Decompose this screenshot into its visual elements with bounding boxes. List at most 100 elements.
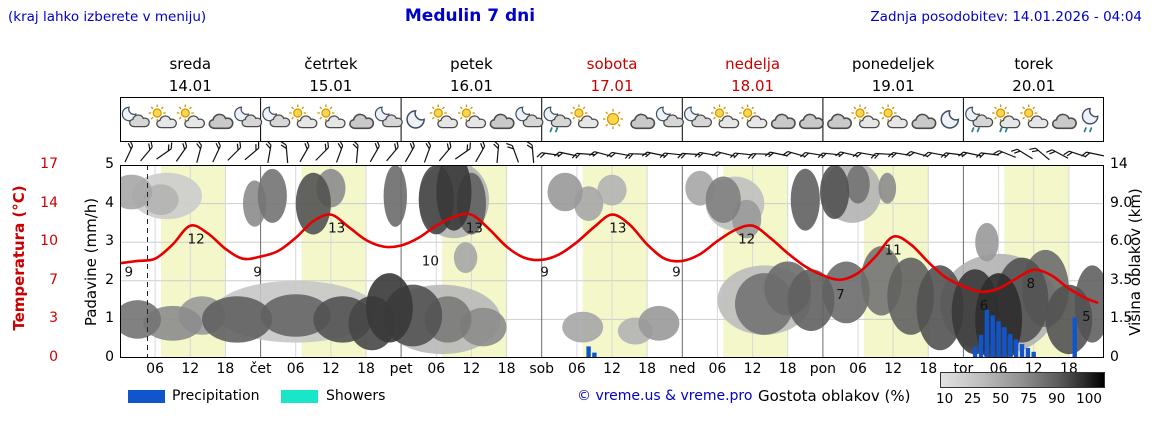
x-tick-label: 06	[146, 361, 164, 377]
wind-barb	[196, 139, 203, 163]
day-date: 16.01	[449, 77, 493, 95]
wind-barb	[475, 140, 486, 163]
weather-icon-cloud	[827, 113, 853, 130]
x-tick-label: 06	[286, 361, 305, 377]
precip-bar	[1008, 334, 1013, 358]
x-tick-label: 06	[567, 361, 586, 377]
cloud-height-tick: 9.0	[1110, 194, 1133, 211]
weather-icon-sun-cloud	[570, 104, 599, 129]
day-name: sobota	[586, 55, 638, 73]
wind-barb	[536, 152, 560, 159]
weather-icon-sun-cloud	[879, 104, 908, 129]
temperature-tick: 17	[40, 156, 58, 172]
weather-icon-cloud	[1051, 113, 1077, 130]
weather-icon-sun-cloud	[457, 104, 487, 129]
weather-icon-cloud	[911, 113, 937, 130]
chart-svg: 9 12 9 13 10 13 9 13 9 12 7 11 6 8 5	[120, 165, 1104, 358]
cloud-blob	[459, 307, 507, 347]
wind-barb	[335, 139, 344, 163]
day-header: ponedeljek 19.01	[823, 53, 964, 97]
wind-barb	[870, 152, 894, 159]
x-tick-label: 18	[497, 361, 516, 377]
cloud-density-scale-value: 90	[1048, 391, 1066, 407]
wind-barb	[905, 150, 929, 158]
cloud-blob	[878, 172, 897, 204]
wind-barb	[493, 140, 500, 164]
x-tick-label: 18	[216, 361, 235, 377]
wind-barb	[454, 142, 471, 160]
cloud-density-legend-label: Gostota oblakov (%)	[758, 387, 911, 405]
day-header: četrtek 15.01	[261, 53, 402, 97]
day-name: torek	[1014, 55, 1054, 73]
icons-svg	[120, 97, 1104, 142]
x-tick-label: čet	[249, 361, 272, 377]
cloud-blob	[562, 311, 604, 343]
temperature-value-label: 12	[738, 232, 755, 248]
wind-barb	[227, 141, 242, 161]
last-update-text: Zadnja posodobitev: 14.01.2026 - 04:04	[870, 9, 1142, 25]
x-tick-label: 06	[708, 361, 727, 377]
weather-icon-sun-cloud	[711, 104, 740, 129]
precipitation-tick: 0	[105, 349, 114, 365]
wind-barb	[729, 152, 753, 159]
x-tick-label: sob	[529, 361, 555, 377]
wind-barb	[852, 151, 876, 158]
weather-icon-cloud	[770, 113, 796, 130]
day-date: 15.01	[309, 77, 353, 95]
wind-barb	[1046, 149, 1069, 159]
day-name: sreda	[169, 55, 212, 73]
temperature-line	[120, 212, 1099, 305]
page-title: Medulin 7 dni	[404, 6, 536, 26]
cloud-blob	[257, 168, 287, 223]
temperature-value-label: 13	[466, 221, 483, 237]
wind-barb	[352, 140, 359, 164]
cloud-height-tick: 0	[1110, 349, 1119, 365]
cloud-blob	[260, 294, 331, 337]
temperature-value-label: 13	[609, 221, 626, 237]
wind-barb	[265, 139, 272, 163]
weather-icon-sun-cloud	[148, 104, 177, 129]
cloud-blob	[638, 305, 680, 341]
wind-barb	[369, 140, 380, 163]
precipitation-legend-label: Precipitation	[172, 388, 260, 404]
x-tick-label: 18	[357, 361, 375, 377]
showers-legend-label: Showers	[326, 388, 386, 404]
wind-barb	[975, 152, 999, 159]
x-tick-label: pet	[389, 361, 413, 377]
cloud-blob	[846, 165, 870, 204]
wind-barb	[694, 151, 718, 158]
wind-barb	[1063, 150, 1087, 158]
wind-barb	[315, 141, 330, 161]
weather-icon-cloud	[208, 113, 234, 130]
weather-icon-sun-cloud	[289, 104, 318, 129]
wind-barb	[659, 152, 683, 159]
cloud-density-scale-value: 25	[964, 391, 982, 407]
wind-barb	[677, 152, 701, 159]
temperature-value-label: 5	[1082, 309, 1091, 325]
cloud-density-scale-value: 10	[936, 391, 954, 407]
weather-icon-moon-drizzle	[1081, 107, 1099, 133]
weather-icon-moon-cloud	[374, 106, 403, 128]
x-tick-label: 12	[603, 361, 621, 377]
cloud-height-tick: 1.5	[1110, 310, 1133, 327]
x-tick-label: 06	[849, 361, 867, 377]
cloud-height-tick: 14	[1110, 156, 1128, 172]
precip-bar	[990, 315, 995, 358]
weather-icon-sun-cloud	[317, 104, 346, 129]
weather-icon-cloud	[798, 113, 824, 130]
day-header: nedelja 18.01	[682, 53, 823, 97]
temperature-value-label: 9	[253, 265, 262, 281]
day-headers: sreda 14.01 četrtek 15.01 petek 16.01 sobota 17…	[120, 53, 1104, 97]
day-header: sobota 17.01	[542, 53, 683, 97]
wind-barb	[404, 140, 415, 163]
x-tick-label: pon	[809, 361, 837, 377]
weather-icon-moon-cloud	[121, 106, 150, 128]
wind-barb	[940, 152, 964, 159]
cloud-blob	[1045, 284, 1093, 355]
wind-barb	[280, 140, 289, 164]
x-tick-label: 12	[462, 361, 481, 377]
weather-icon-cloud	[349, 113, 375, 130]
precip-bar	[1025, 348, 1031, 358]
copyright-link[interactable]: © vreme.us & vreme.pro	[577, 388, 753, 404]
